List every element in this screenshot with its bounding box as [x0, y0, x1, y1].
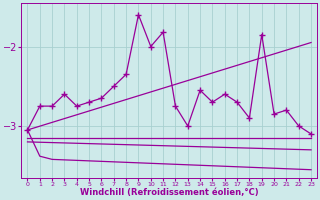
X-axis label: Windchill (Refroidissement éolien,°C): Windchill (Refroidissement éolien,°C) [80, 188, 259, 197]
